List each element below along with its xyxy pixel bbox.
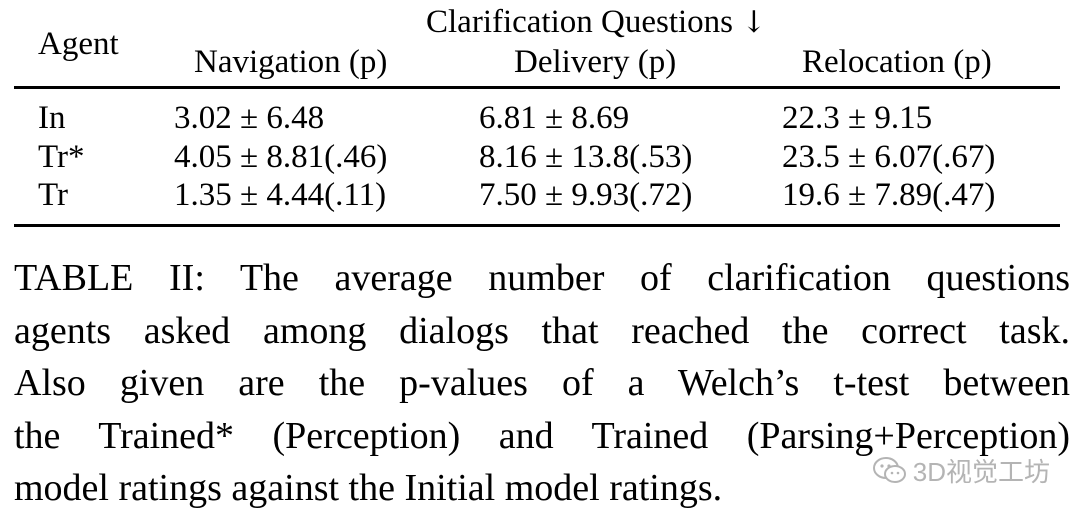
watermark-text: 3D视觉工坊 — [912, 457, 1050, 487]
results-table: Clarification Questions ↓ Agent Navigati… — [14, 0, 1060, 230]
wechat-icon — [872, 456, 906, 483]
agent-cell: In — [38, 100, 66, 136]
column-header-navigation: Navigation (p) — [194, 44, 388, 80]
header-rule — [14, 86, 1060, 89]
bottom-rule — [14, 224, 1060, 227]
caption-line: model ratings against the Initial model … — [14, 467, 723, 509]
caption-line: TABLE II: The average number of clarific… — [14, 257, 1070, 299]
agent-cell: Tr* — [38, 139, 85, 175]
group-header: Clarification Questions ↓ — [426, 6, 766, 39]
caption-line: Also given are the p-values of a Welch’s… — [14, 362, 1070, 404]
agent-cell: Tr — [38, 177, 68, 213]
delivery-cell: 8.16 ± 13.8(.53) — [479, 139, 693, 175]
delivery-cell: 7.50 ± 9.93(.72) — [479, 177, 693, 213]
column-header-relocation: Relocation (p) — [802, 44, 992, 80]
table-caption: TABLE II: The average number of clarific… — [14, 252, 1070, 515]
navigation-cell: 4.05 ± 8.81(.46) — [174, 139, 388, 175]
group-header-text: Clarification Questions — [426, 4, 734, 40]
navigation-cell: 3.02 ± 6.48 — [174, 100, 325, 136]
column-header-delivery: Delivery (p) — [514, 44, 677, 80]
down-arrow-icon: ↓ — [741, 5, 767, 40]
caption-line: the Trained* (Perception) and Trained (P… — [14, 414, 1070, 457]
watermark: 3D视觉工坊 — [872, 452, 1050, 489]
relocation-cell: 23.5 ± 6.07(.67) — [782, 139, 996, 175]
relocation-cell: 22.3 ± 9.15 — [782, 100, 933, 136]
caption-line: agents asked among dialogs that reached … — [14, 309, 1070, 352]
delivery-cell: 6.81 ± 8.69 — [479, 100, 630, 136]
navigation-cell: 1.35 ± 4.44(.11) — [174, 177, 387, 213]
relocation-cell: 19.6 ± 7.89(.47) — [782, 177, 996, 213]
agent-column-header: Agent — [38, 26, 119, 62]
